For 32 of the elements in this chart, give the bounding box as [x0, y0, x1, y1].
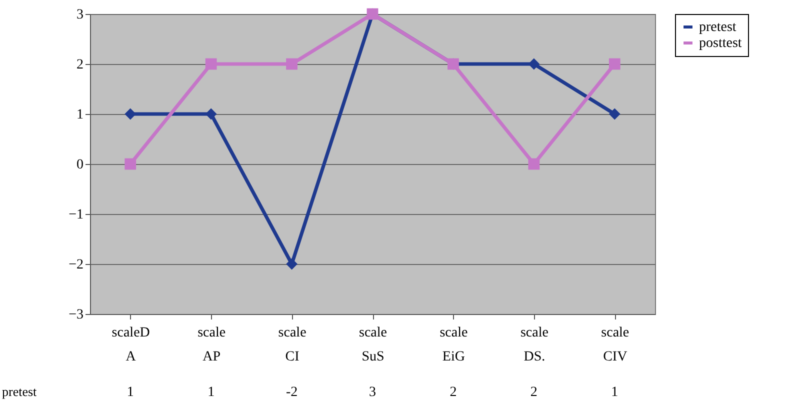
point	[286, 258, 298, 270]
point	[124, 158, 136, 170]
data-label: 3	[369, 385, 376, 400]
x-tick-label: scale SuS	[359, 326, 387, 364]
x-tick-label: scale AP	[198, 326, 226, 364]
y-tick-label: −3	[68, 308, 84, 322]
point	[608, 58, 620, 70]
y-tick-label: −1	[68, 208, 84, 222]
point	[528, 58, 540, 70]
data-label: 2	[450, 385, 457, 400]
x-tick-label: scale EiG	[440, 326, 468, 364]
x-tick-label: scale CI	[278, 326, 306, 364]
x-tick-label: scaleD A	[112, 326, 150, 364]
y-tick-label: −2	[68, 258, 84, 272]
data-label: 2	[530, 385, 538, 400]
legend-label: posttest	[699, 36, 742, 51]
data-label: 1	[126, 385, 134, 400]
point	[608, 108, 620, 120]
point	[205, 58, 217, 70]
point	[286, 58, 298, 70]
y-tick-label: 2	[76, 58, 84, 72]
y-tick-label: 1	[76, 108, 84, 122]
data-label: 1	[208, 385, 215, 400]
x-tick-label: scale CIV	[601, 326, 630, 364]
y-tick-label: 3	[76, 8, 84, 22]
legend-label: pretest	[699, 20, 736, 35]
data-label: 1	[611, 385, 618, 400]
x-tick-label: scale DS.	[520, 326, 548, 364]
y-tick-label: 0	[76, 158, 84, 172]
data-label: -2	[286, 385, 298, 400]
text: pretest	[2, 384, 37, 399]
point	[528, 158, 540, 170]
